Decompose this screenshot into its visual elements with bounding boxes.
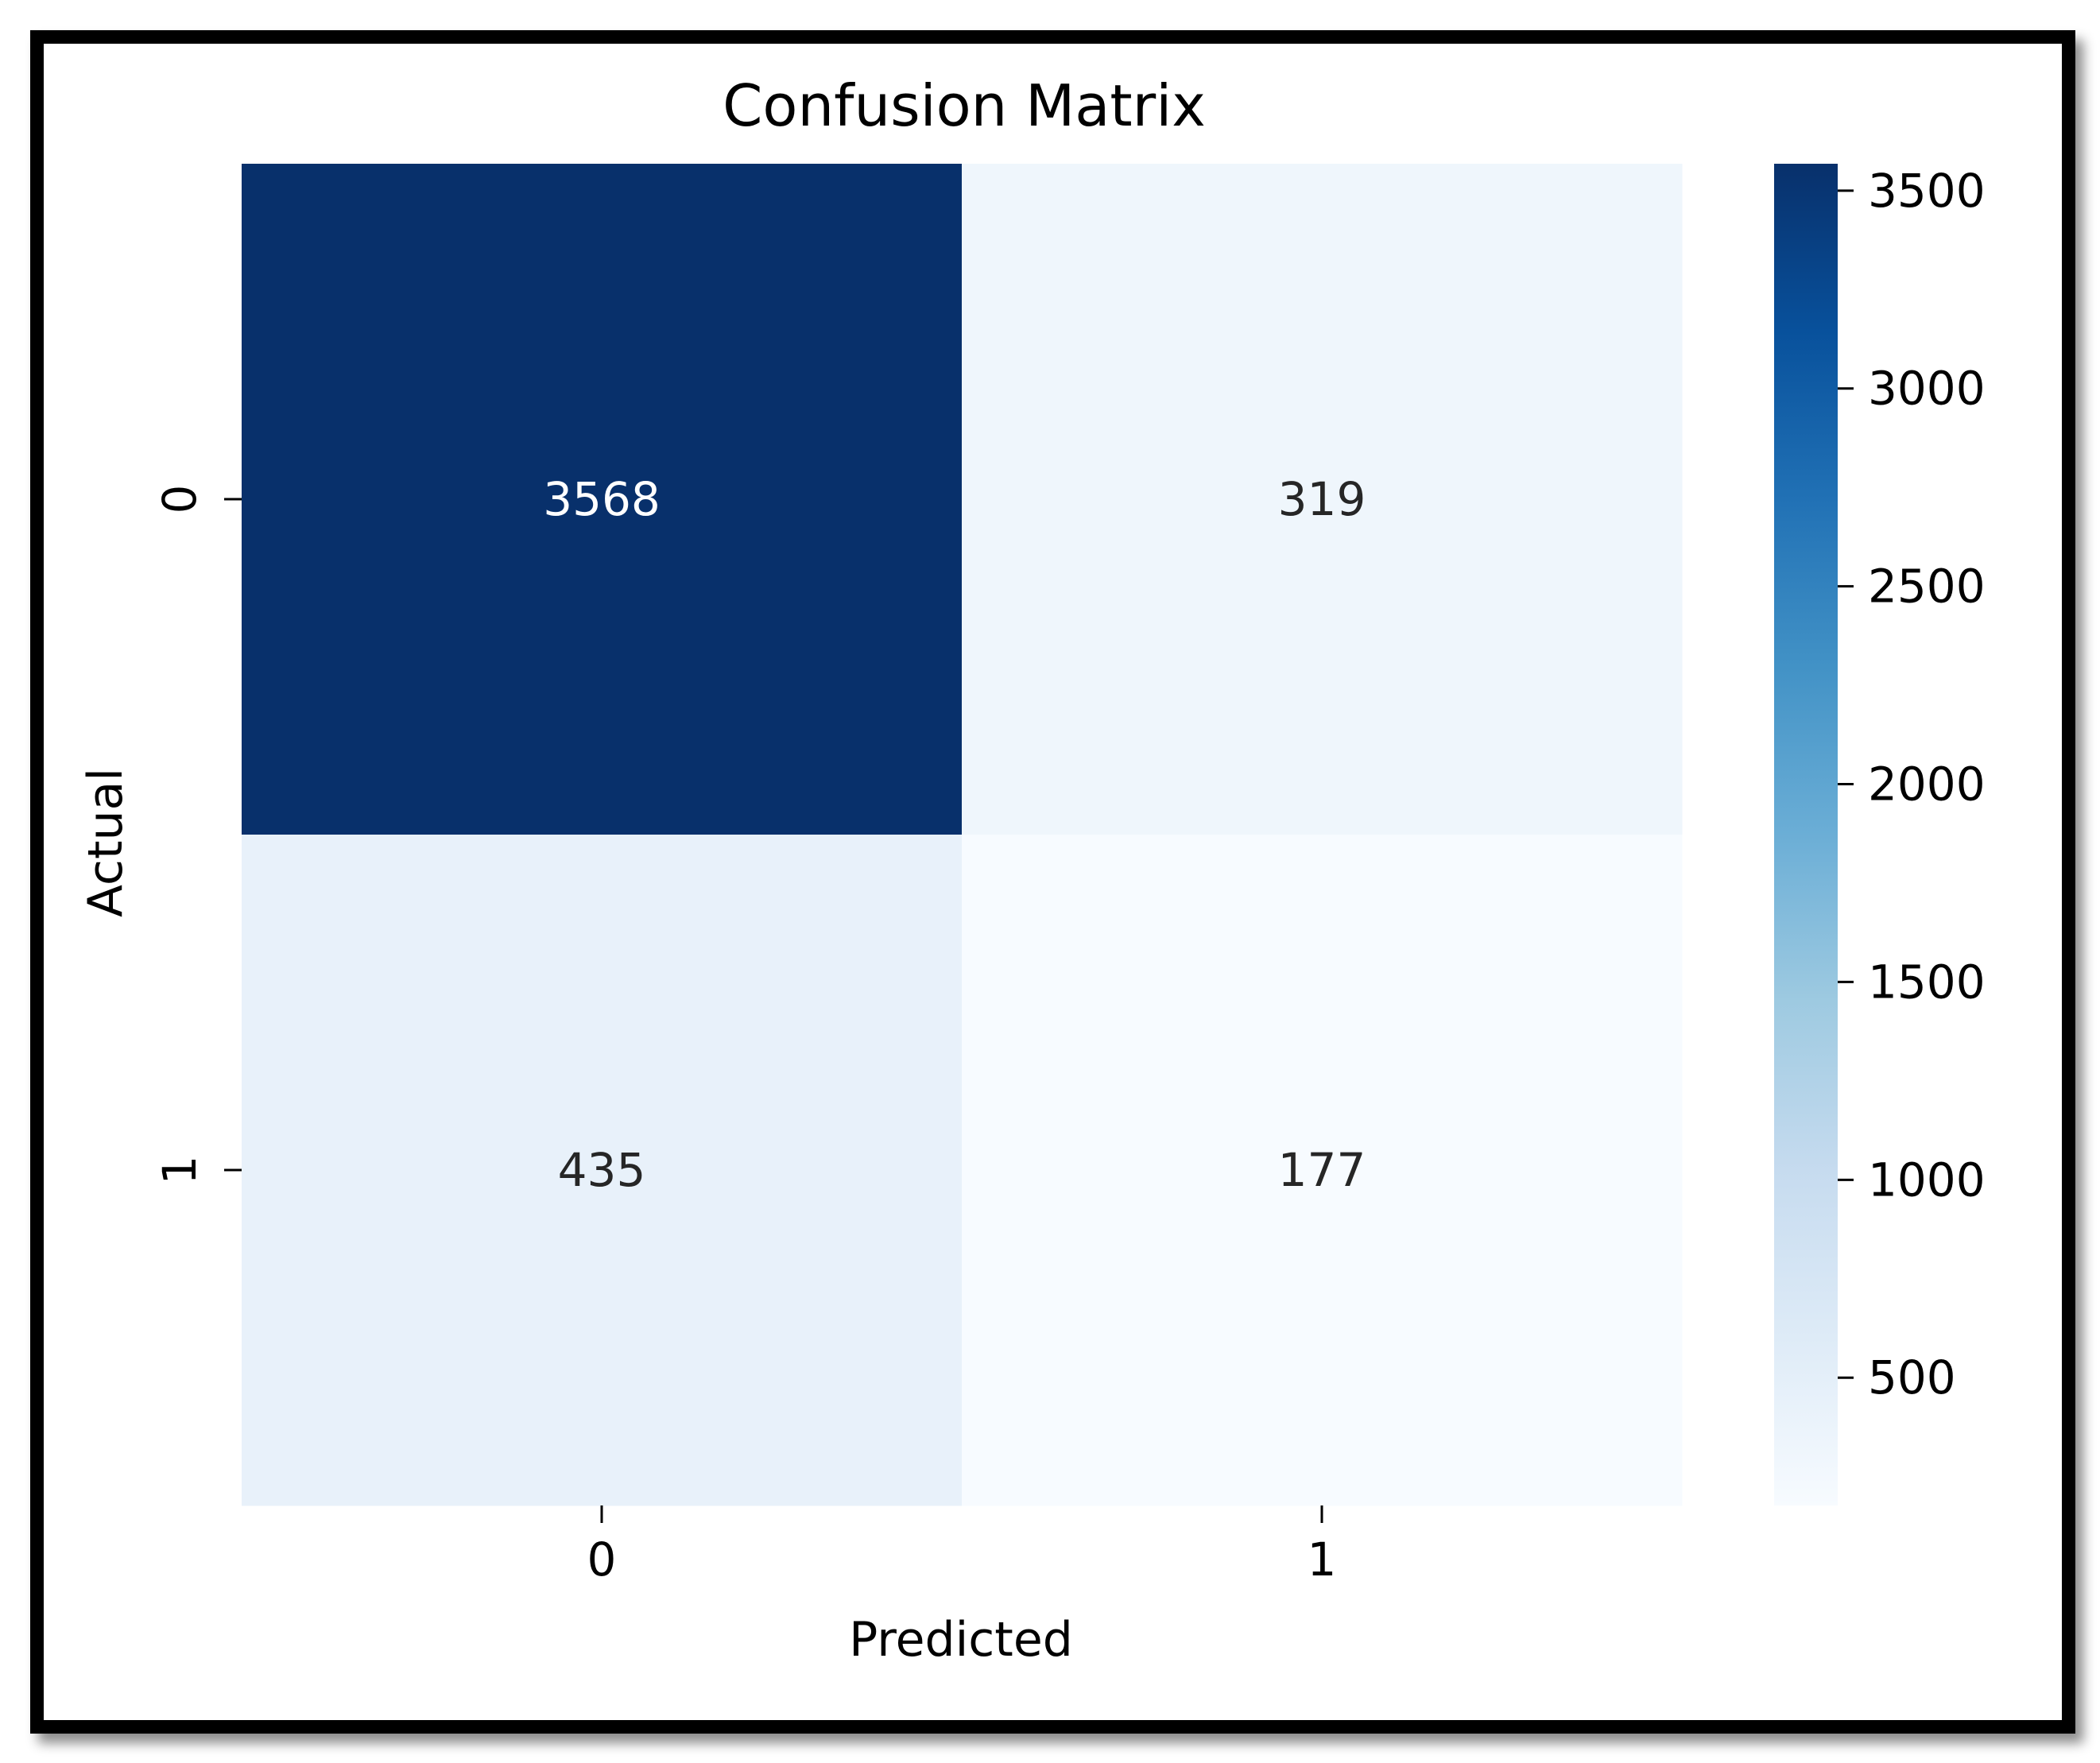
x-tick-label: 0 bbox=[587, 1532, 617, 1587]
cell-value-label: 3568 bbox=[543, 472, 661, 526]
heatmap-cell bbox=[242, 835, 963, 1506]
x-axis-label: Predicted bbox=[849, 1612, 1073, 1668]
heatmap-cell bbox=[962, 164, 1683, 835]
heatmap-cell-labels: 3568 319 435 177 bbox=[543, 472, 1366, 1197]
cell-value-label: 177 bbox=[1278, 1143, 1366, 1197]
cell-value-label: 435 bbox=[558, 1143, 646, 1197]
y-tick-label: 0 bbox=[153, 485, 207, 514]
heatmap-cell bbox=[962, 835, 1683, 1506]
colorbar-tick-label: 2000 bbox=[1868, 758, 1986, 812]
x-tick-label: 1 bbox=[1308, 1532, 1337, 1587]
colorbar bbox=[1774, 164, 1838, 1505]
colorbar-tick-label: 1500 bbox=[1868, 955, 1986, 1009]
colorbar-ticks: 500 1000 1500 2000 2500 3000 3500 bbox=[1838, 164, 1986, 1405]
heatmap-cells bbox=[242, 164, 1683, 1506]
heatmap-cell bbox=[242, 164, 963, 835]
colorbar-tick-label: 3500 bbox=[1868, 164, 1986, 218]
y-axis-label: Actual bbox=[78, 768, 134, 917]
colorbar-tick-label: 3000 bbox=[1868, 362, 1986, 416]
colorbar-tick-label: 500 bbox=[1868, 1350, 1956, 1405]
cell-value-label: 319 bbox=[1278, 472, 1366, 526]
chart-title: Confusion Matrix bbox=[723, 72, 1206, 139]
colorbar-tick-label: 1000 bbox=[1868, 1153, 1986, 1207]
y-tick-label: 1 bbox=[153, 1156, 207, 1185]
y-axis-ticks: 01 bbox=[153, 485, 242, 1185]
colorbar-tick-label: 2500 bbox=[1868, 560, 1986, 614]
